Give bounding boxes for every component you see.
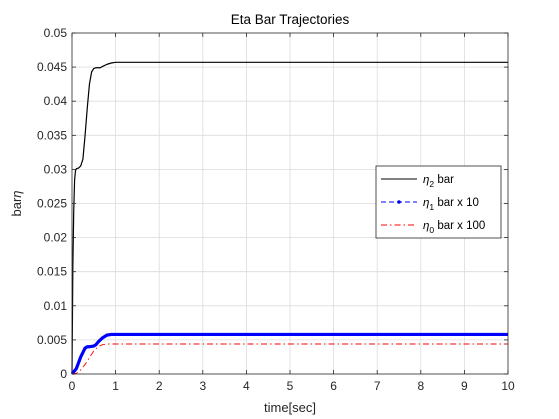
legend-entry-2: η0 bar x 100 xyxy=(381,220,485,235)
y-tick-label: 0 xyxy=(60,367,67,381)
y-axis-label-text: bar xyxy=(9,197,24,216)
legend-marker-1 xyxy=(397,200,401,204)
x-axis-label: time[sec] xyxy=(264,400,316,415)
series-line-1 xyxy=(70,332,508,375)
legend-entry-0: η2 bar xyxy=(381,174,454,189)
x-tick-label: 6 xyxy=(330,379,337,393)
x-tick-label: 2 xyxy=(156,379,163,393)
x-tick-label: 8 xyxy=(417,379,424,393)
x-tick-label: 1 xyxy=(112,379,119,393)
y-tick-label: 0.02 xyxy=(44,231,68,245)
y-tick-labels: 0 0.005 0.01 0.015 0.02 0.025 0.03 0.035 0.04 0.0… xyxy=(37,26,67,381)
y-axis-label-symbol: η xyxy=(9,190,24,197)
axis-ticks xyxy=(71,32,509,375)
y-axis-label: barη xyxy=(9,190,24,216)
legend-label-1: η1 bar x 10 xyxy=(423,197,479,212)
x-tick-labels: 0 1 2 3 4 5 6 7 8 9 10 xyxy=(69,379,515,393)
x-tick-label: 10 xyxy=(501,379,515,393)
chart-title: Eta Bar Trajectories xyxy=(231,12,350,27)
x-tick-label: 9 xyxy=(461,379,468,393)
y-tick-label: 0.015 xyxy=(37,265,67,279)
legend-label-2: η0 bar x 100 xyxy=(423,220,485,235)
series-line-2 xyxy=(71,343,508,375)
legend: η2 bar η1 bar x 10 η0 bar x 100 xyxy=(375,165,502,239)
x-tick-label: 7 xyxy=(374,379,381,393)
y-tick-label: 0.05 xyxy=(44,26,68,40)
y-tick-label: 0.025 xyxy=(37,197,67,211)
x-tick-label: 0 xyxy=(69,379,76,393)
x-tick-label: 3 xyxy=(199,379,206,393)
legend-entry-1: η1 bar x 10 xyxy=(381,197,479,212)
y-tick-label: 0.04 xyxy=(44,94,68,108)
y-tick-label: 0.045 xyxy=(37,60,67,74)
svg-text:barη: barη xyxy=(9,190,24,216)
y-tick-label: 0.035 xyxy=(37,128,67,142)
legend-label-0: η2 bar xyxy=(423,174,454,189)
y-tick-label: 0.01 xyxy=(44,299,68,313)
y-tick-label: 0.005 xyxy=(37,333,67,347)
x-tick-label: 5 xyxy=(287,379,294,393)
y-tick-label: 0.03 xyxy=(44,162,68,176)
legend-box xyxy=(375,165,502,239)
x-tick-label: 4 xyxy=(243,379,250,393)
